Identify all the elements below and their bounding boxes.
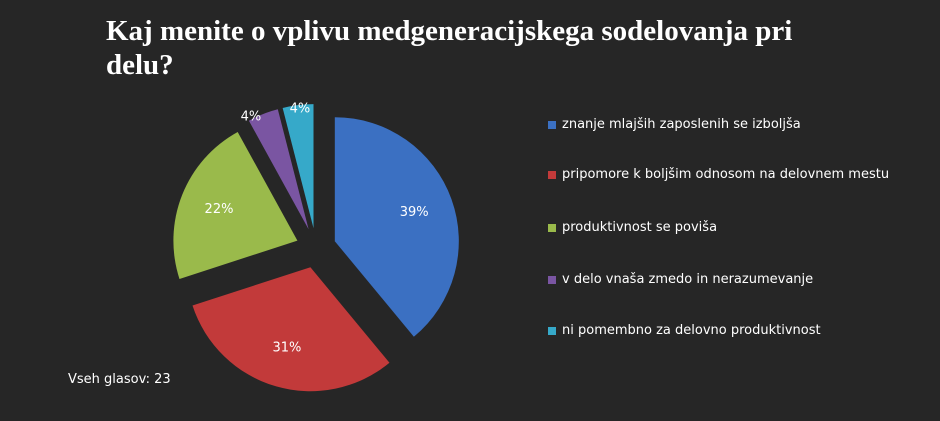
legend-item: znanje mlajših zaposlenih se izboljša — [548, 116, 892, 133]
legend-item: produktivnost se poviša — [548, 219, 892, 236]
legend-label: pripomore k boljšim odnosom na delovnem … — [562, 167, 890, 182]
legend-item: pripomore k boljšim odnosom na delovnem … — [548, 166, 892, 183]
data-label: 4% — [241, 110, 262, 125]
pie-slice — [248, 109, 309, 230]
pie-slice — [192, 267, 390, 392]
legend-item: ni pomembno za delovno produktivnost — [548, 322, 892, 339]
pie-slice — [334, 117, 459, 337]
pie-slice — [173, 131, 298, 279]
legend-label: znanje mlajših zaposlenih se izboljša — [562, 117, 801, 132]
legend-label: v delo vnaša zmedo in nerazumevanje — [562, 272, 814, 287]
legend-swatch — [548, 171, 556, 179]
chart-title: Kaj menite o vplivu medgeneracijskega so… — [106, 15, 793, 81]
legend-swatch — [548, 276, 556, 284]
legend-swatch — [548, 121, 556, 129]
legend-label: produktivnost se poviša — [562, 220, 718, 235]
legend-label: ni pomembno za delovno produktivnost — [562, 323, 821, 338]
data-label: 31% — [272, 341, 301, 356]
legend-swatch — [548, 327, 556, 335]
legend-swatch — [548, 224, 556, 232]
data-label: 4% — [290, 102, 311, 117]
data-label: 22% — [205, 202, 234, 217]
footnote: Vseh glasov: 23 — [68, 372, 171, 387]
pie-slice — [282, 104, 314, 229]
data-label: 39% — [400, 205, 429, 220]
legend-item: v delo vnaša zmedo in nerazumevanje — [548, 271, 892, 288]
